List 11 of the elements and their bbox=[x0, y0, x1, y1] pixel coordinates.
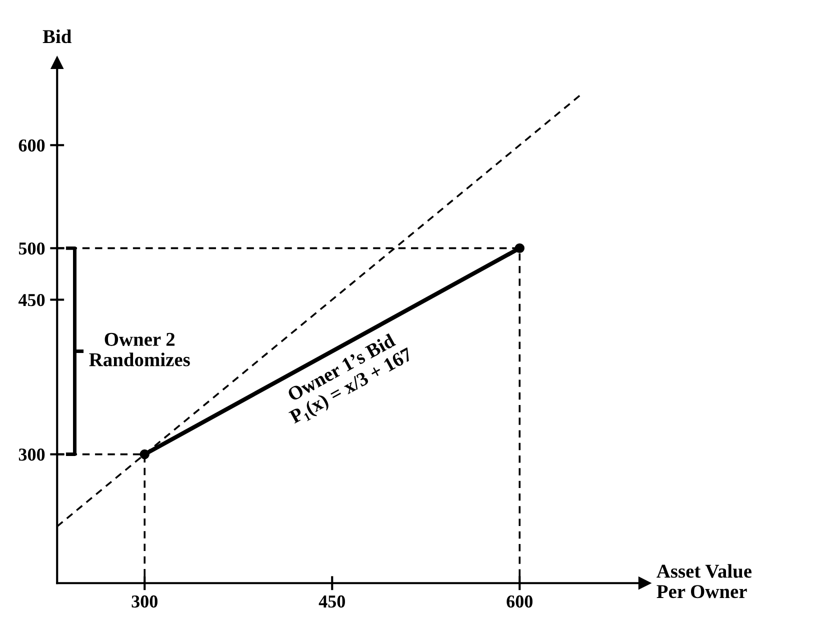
y-axis-title: Bid bbox=[42, 29, 72, 44]
y-tick-label: 450 bbox=[18, 294, 45, 306]
x-tick-label: 600 bbox=[506, 595, 532, 608]
y-tick-label: 500 bbox=[18, 242, 45, 255]
x-tick-label: 300 bbox=[132, 595, 158, 608]
x-tick-label: 450 bbox=[318, 595, 345, 608]
annotation: Owner 1’s Bid P₁(x) = x/3 + 167 bbox=[286, 332, 416, 428]
y-tick-label: 600 bbox=[18, 139, 45, 152]
annotation: Owner 2 Randomizes bbox=[89, 332, 190, 366]
y-tick-label: 300 bbox=[18, 448, 45, 461]
x-axis-title: Asset Value Per Owner bbox=[656, 564, 752, 598]
